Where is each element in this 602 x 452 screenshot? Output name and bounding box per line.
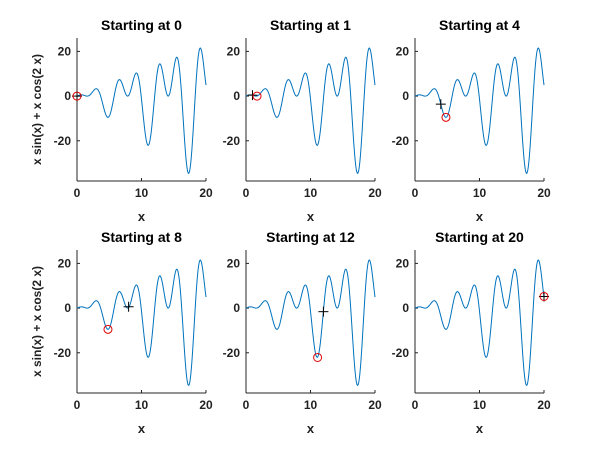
function-curve	[414, 47, 545, 174]
y-tick-label: 20	[227, 256, 241, 270]
y-tick-label: -20	[392, 346, 410, 360]
y-axis-label: x sin(x) + x cos(2 x)	[30, 266, 44, 377]
x-tick-label: 20	[199, 398, 213, 412]
start-point-marker	[123, 301, 134, 312]
y-axis-label: x sin(x) + x cos(2 x)	[30, 54, 44, 165]
x-tick-label: 10	[304, 186, 318, 200]
x-axis-label: x	[476, 209, 484, 224]
start-point-marker	[72, 91, 82, 102]
start-point-marker	[539, 291, 549, 302]
x-tick-label: 0	[74, 186, 81, 200]
y-tick-label: -20	[223, 134, 241, 148]
minimum-point-marker	[252, 91, 262, 101]
function-curve	[245, 259, 376, 386]
y-tick-label: 0	[64, 89, 71, 103]
y-tick-label: 0	[402, 301, 409, 315]
subplot-title: Starting at 12	[266, 229, 355, 245]
y-tick-label: 0	[233, 89, 240, 103]
x-tick-label: 20	[537, 398, 551, 412]
y-tick-label: 0	[402, 89, 409, 103]
x-axis-label: x	[307, 209, 315, 224]
y-tick-label: -20	[54, 346, 72, 360]
y-tick-label: 0	[64, 301, 71, 315]
subplot-1: 0 10 20 20 0 -20 Starting at 0 x x sin(x) + x co…	[30, 17, 213, 224]
x-axis-label: x	[138, 421, 146, 436]
x-tick-label: 10	[135, 398, 149, 412]
x-tick-label: 10	[473, 186, 487, 200]
start-point-marker	[435, 99, 446, 110]
subplot-5: 0 10 20 20 0 -20 Starting at 12 x	[223, 229, 382, 436]
y-tick-label: -20	[223, 346, 241, 360]
subplot-title: Starting at 4	[439, 17, 520, 33]
y-tick-label: 20	[396, 256, 410, 270]
y-tick-label: 20	[396, 44, 410, 58]
x-tick-label: 20	[368, 186, 382, 200]
function-curve	[414, 259, 545, 386]
y-tick-label: -20	[54, 134, 72, 148]
minimum-point-marker	[441, 112, 451, 122]
function-curve	[245, 47, 376, 174]
minimum-point-marker	[103, 324, 113, 334]
minimum-point-marker	[313, 352, 323, 362]
minimum-point-marker	[539, 291, 549, 301]
x-tick-label: 20	[199, 186, 213, 200]
x-axis-label: x	[307, 421, 315, 436]
y-tick-label: 0	[233, 301, 240, 315]
subplot-4: 0 10 20 20 0 -20 Starting at 8 x x sin(x) + x co…	[30, 229, 213, 436]
x-tick-label: 10	[304, 398, 318, 412]
x-axis-label: x	[476, 421, 484, 436]
subplot-3: 0 10 20 20 0 -20 Starting at 4 x	[392, 17, 551, 224]
x-tick-label: 10	[473, 398, 487, 412]
x-axis-label: x	[138, 209, 146, 224]
y-tick-label: 20	[227, 44, 241, 58]
x-tick-label: 10	[135, 186, 149, 200]
x-tick-label: 20	[537, 186, 551, 200]
subplot-2: 0 10 20 20 0 -20 Starting at 1 x	[223, 17, 382, 224]
y-tick-label: 20	[58, 44, 72, 58]
subplot-6: 0 10 20 20 0 -20 Starting at 20 x	[392, 229, 551, 436]
subplot-title: Starting at 0	[101, 17, 182, 33]
x-tick-label: 0	[243, 186, 250, 200]
subplot-title: Starting at 1	[270, 17, 351, 33]
y-tick-label: 20	[58, 256, 72, 270]
start-point-marker	[247, 90, 258, 101]
function-curve	[76, 47, 207, 174]
x-tick-label: 0	[74, 398, 81, 412]
x-tick-label: 20	[368, 398, 382, 412]
y-tick-label: -20	[392, 134, 410, 148]
x-tick-label: 0	[243, 398, 250, 412]
subplot-title: Starting at 8	[101, 229, 182, 245]
x-tick-label: 0	[412, 398, 419, 412]
function-curve	[76, 259, 207, 386]
subplot-title: Starting at 20	[435, 229, 524, 245]
x-tick-label: 0	[412, 186, 419, 200]
start-point-marker	[318, 306, 329, 317]
minimum-point-marker	[72, 91, 82, 101]
